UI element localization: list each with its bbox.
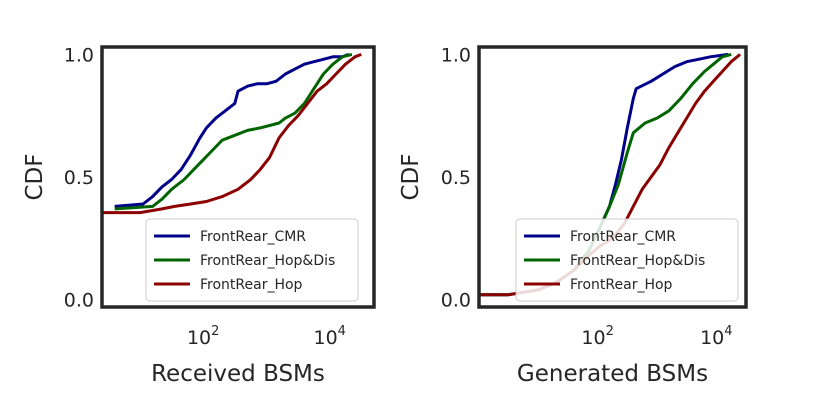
series-line-2 [114, 52, 353, 211]
legend-label: FrontRear_Hop [570, 277, 673, 293]
chart-panel-1: 0.0 0.5 1.0 102 104 Received BSMs CDF FrontRear… [22, 44, 376, 387]
legend-label: FrontRear_CMR [200, 229, 306, 245]
x-axis-label: Received BSMs [151, 361, 325, 387]
x-axis-label: Generated BSMs [517, 361, 708, 387]
y-axis-label: CDF [398, 154, 424, 201]
legend-label: FrontRear_Hop&Dis [570, 253, 705, 269]
legend-box [145, 218, 359, 302]
y-tick-label: 1.0 [64, 44, 94, 66]
legend: FrontRear_CMR FrontRear_Hop&Dis FrontRear_… [515, 218, 739, 302]
plot-frame [477, 45, 748, 309]
x-tick-label: 102 [187, 324, 219, 349]
series-line-1 [114, 52, 350, 208]
legend-label: FrontRear_Hop&Dis [200, 253, 335, 269]
y-tick-label: 0.5 [441, 167, 471, 189]
legend-box [515, 218, 739, 302]
chart-panel-2: 0.0 0.5 1.0 102 104 Generated BSMs CDF FrontRea… [398, 44, 748, 387]
x-tick-label: 104 [700, 324, 732, 349]
legend-label: FrontRear_CMR [570, 229, 676, 245]
plot-frame [100, 45, 376, 309]
y-tick-label: 0.0 [441, 290, 471, 312]
series-line-3 [102, 52, 362, 215]
x-tick-label: 104 [313, 324, 345, 349]
legend: FrontRear_CMR FrontRear_Hop&Dis FrontRear_… [145, 218, 359, 302]
x-tick-label: 102 [581, 324, 613, 349]
y-tick-label: 1.0 [441, 44, 471, 66]
y-tick-label: 0.5 [64, 167, 94, 189]
legend-label: FrontRear_Hop [200, 277, 303, 293]
y-axis-label: CDF [22, 154, 48, 201]
y-tick-label: 0.0 [64, 290, 94, 312]
